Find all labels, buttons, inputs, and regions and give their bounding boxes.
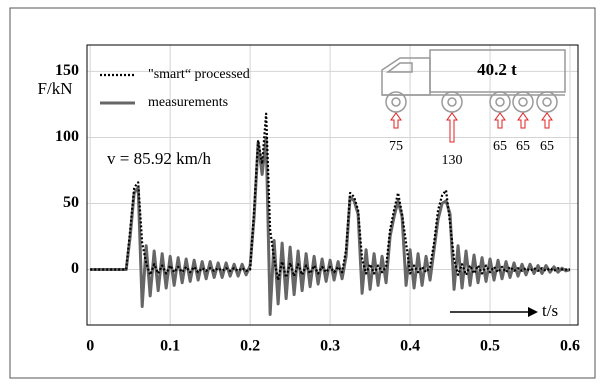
x-tick-label: 0.6 bbox=[560, 338, 580, 355]
grid bbox=[87, 45, 578, 325]
x-tick-label: 0.4 bbox=[400, 338, 420, 355]
x-tick-label: 0.1 bbox=[160, 338, 180, 355]
legend: "smart“ processed measurements bbox=[100, 67, 250, 110]
x-axis-label: t/s bbox=[542, 301, 558, 320]
axle-load-label: 75 bbox=[389, 139, 403, 154]
axle-load-label: 65 bbox=[516, 139, 530, 154]
plot-frame bbox=[86, 44, 579, 326]
axle-arrow bbox=[494, 112, 506, 129]
frame bbox=[9, 7, 596, 379]
truck bbox=[381, 49, 566, 113]
x-tick-label: 0.5 bbox=[480, 338, 500, 355]
axle-load-label: 65 bbox=[493, 139, 507, 154]
x-tick-label: 0.3 bbox=[320, 338, 340, 355]
plot-lines bbox=[90, 112, 571, 316]
series-line bbox=[90, 135, 571, 316]
series-line bbox=[90, 112, 570, 282]
y-tick-label: 100 bbox=[55, 128, 79, 145]
axle-loads: 75 130 65 65 65 bbox=[389, 112, 554, 168]
annotation: v = 85.92 km/h bbox=[107, 149, 212, 168]
legend-label: "smart“ processed bbox=[148, 67, 250, 82]
y-axis-label: F/kN bbox=[38, 79, 73, 98]
x-axis-arrowhead bbox=[528, 307, 538, 317]
axle-arrow bbox=[390, 112, 402, 129]
axle-arrow bbox=[541, 112, 553, 129]
y-tick-label: 150 bbox=[55, 62, 79, 79]
x-tick-label: 0 bbox=[86, 338, 94, 355]
y-tick-label: 0 bbox=[71, 260, 79, 277]
truck-label: 40.2 t bbox=[477, 60, 517, 79]
axle-load-label: 130 bbox=[442, 153, 463, 168]
axle-arrow bbox=[446, 112, 458, 143]
x-tick-label: 0.2 bbox=[240, 338, 260, 355]
axle-arrow bbox=[517, 112, 529, 129]
axle-load-label: 65 bbox=[540, 139, 554, 154]
y-tick-label: 50 bbox=[63, 194, 79, 211]
legend-label: measurements bbox=[148, 95, 228, 110]
